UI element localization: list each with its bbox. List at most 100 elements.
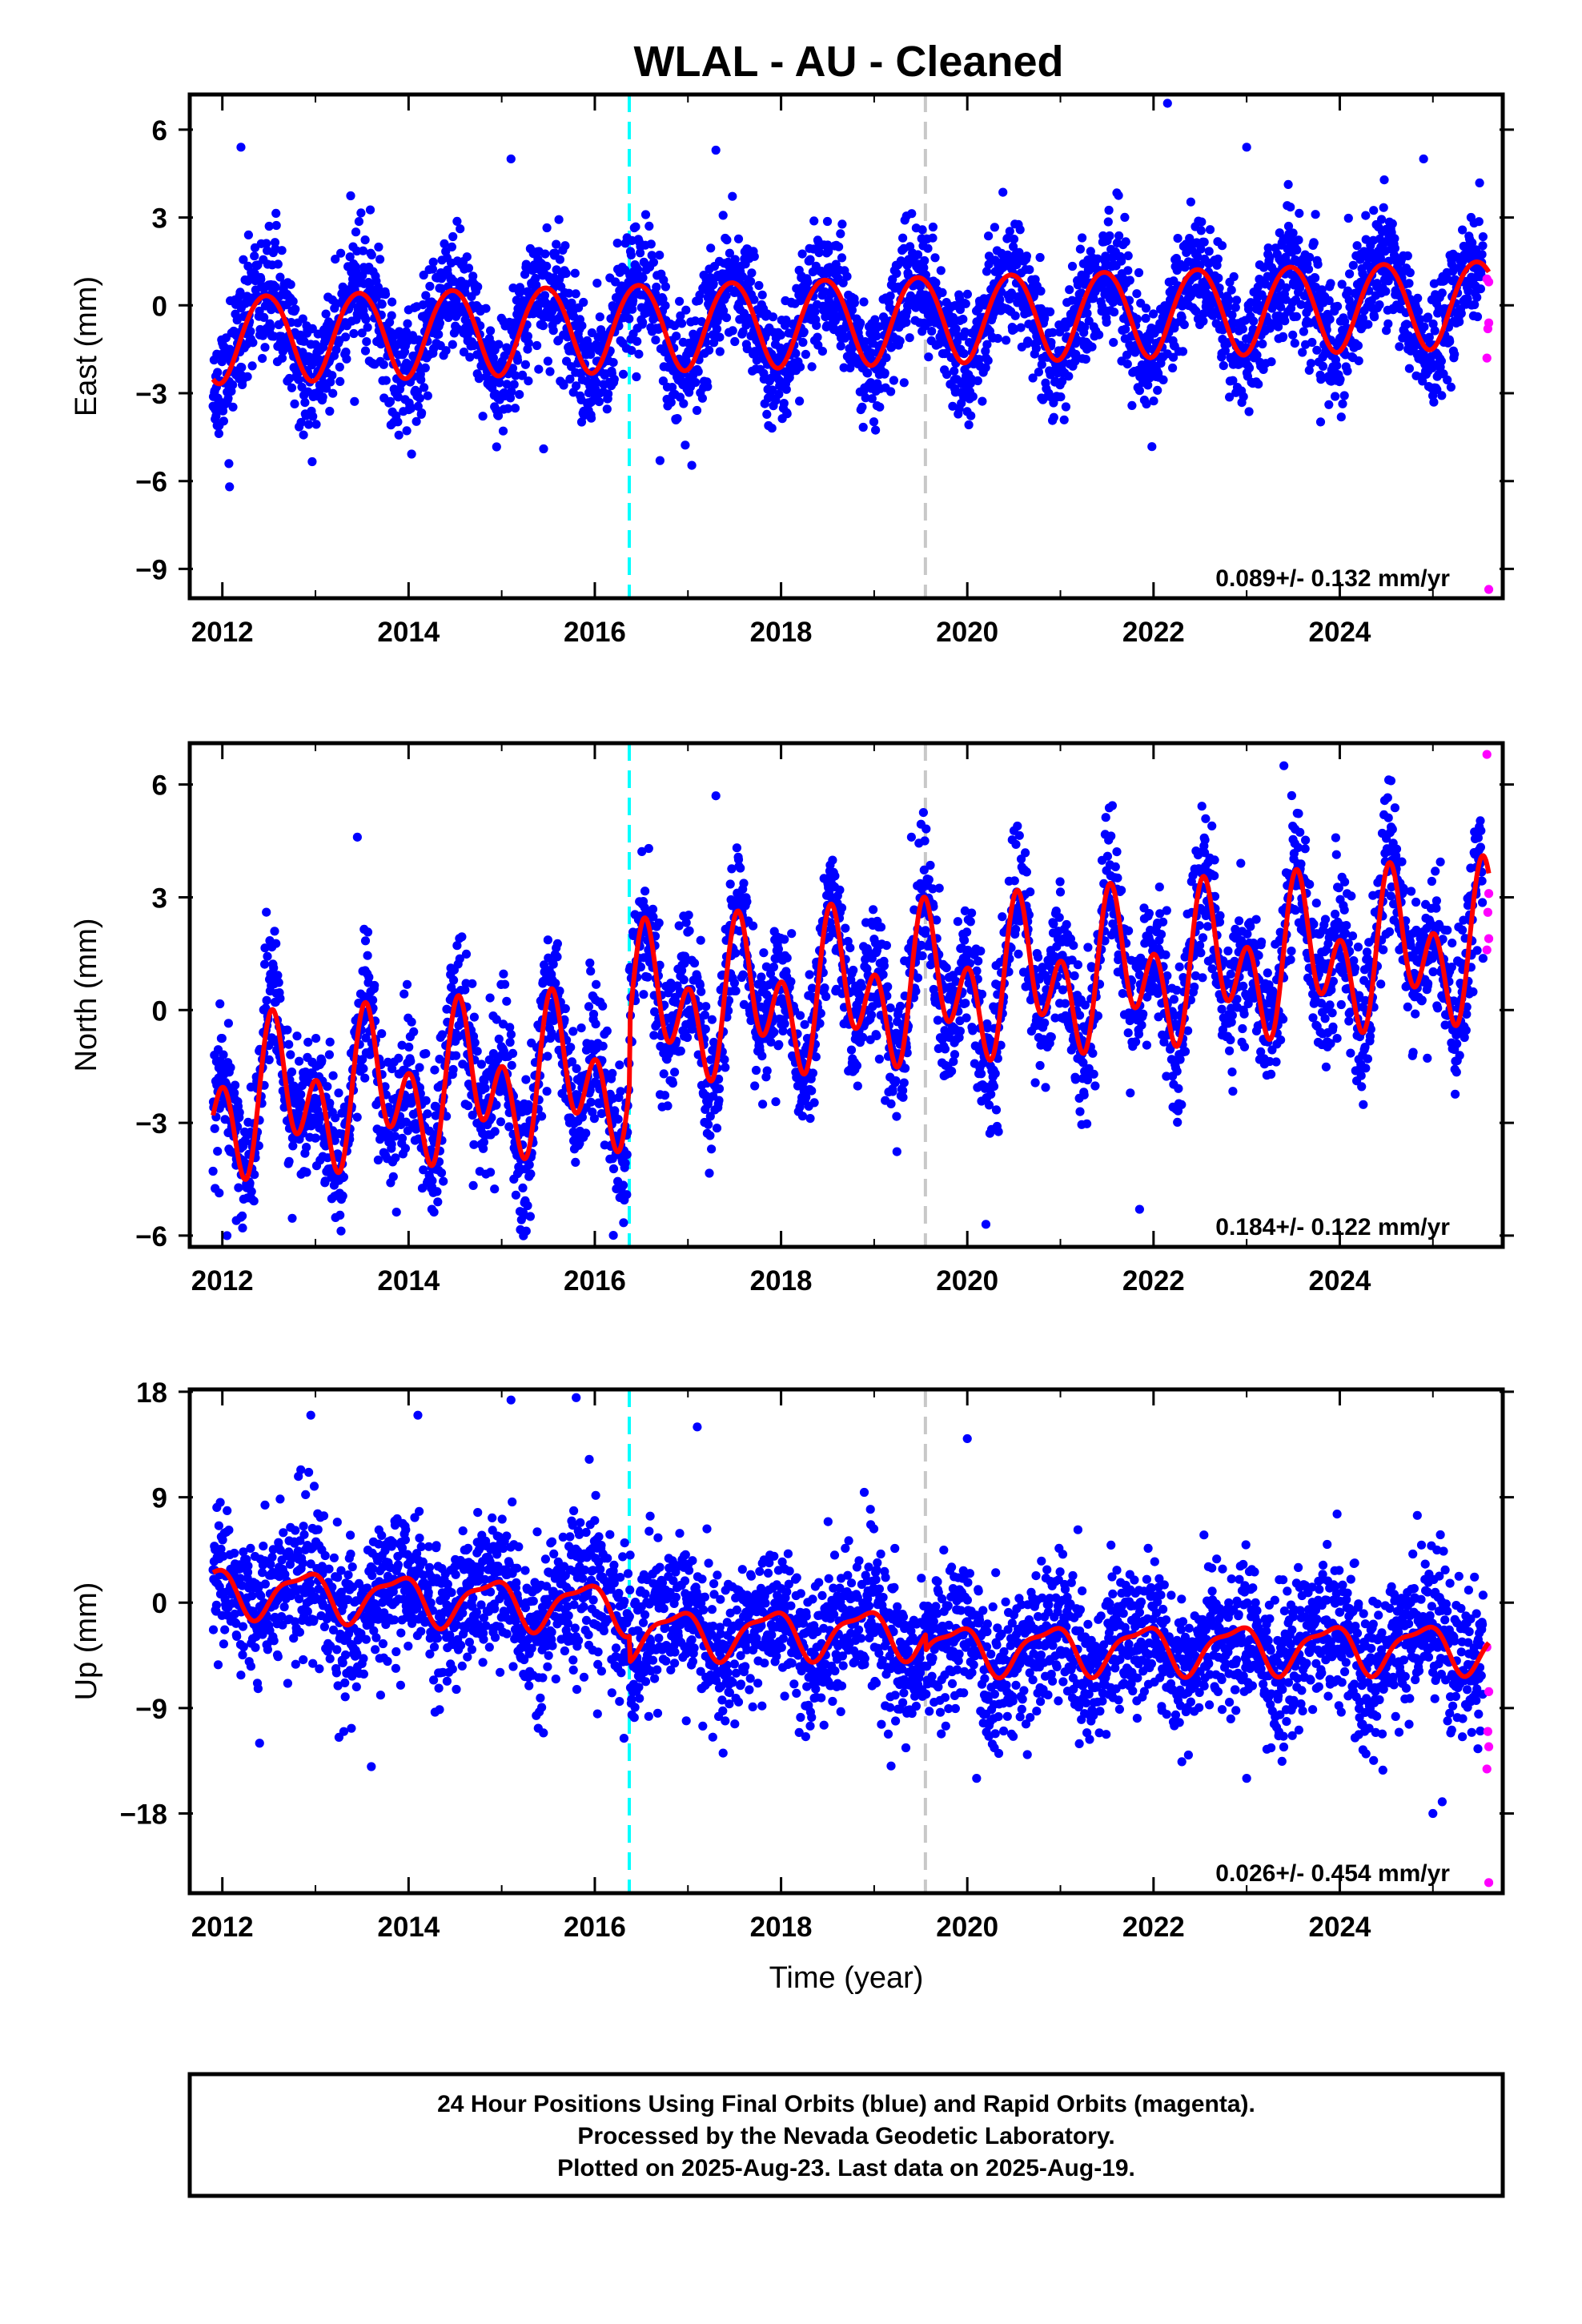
final-orbit-point (958, 315, 968, 324)
final-orbit-point (776, 330, 786, 340)
final-orbit-point (1294, 235, 1303, 245)
final-orbit-point (469, 1012, 480, 1022)
final-orbit-point (342, 354, 351, 364)
final-orbit-point (334, 1088, 343, 1098)
final-orbit-point (358, 271, 367, 280)
final-orbit-point (1436, 356, 1446, 366)
final-orbit-point (707, 1015, 717, 1024)
final-orbit-point (331, 345, 341, 355)
final-orbit-point (1352, 241, 1362, 251)
final-orbit-point (1403, 251, 1412, 261)
final-orbit-point (423, 391, 432, 400)
final-orbit-point (428, 257, 438, 267)
final-orbit-point (581, 1128, 591, 1138)
final-orbit-point (983, 356, 993, 365)
final-orbit-point (869, 417, 879, 427)
final-orbit-point (729, 978, 740, 988)
final-orbit-point (409, 1027, 419, 1036)
final-orbit-point (1228, 376, 1238, 385)
final-orbit-point (1405, 267, 1415, 278)
final-orbit-point (931, 278, 941, 287)
final-orbit-point (325, 1098, 335, 1108)
final-orbit-point (298, 314, 307, 324)
final-orbit-point (959, 349, 969, 359)
final-orbit-point (1179, 320, 1189, 329)
final-orbit-point (768, 385, 777, 395)
final-orbit-point (791, 348, 801, 358)
final-orbit-point (1390, 243, 1399, 253)
final-orbit-point (622, 1190, 632, 1200)
final-orbit-point (393, 417, 403, 427)
final-orbit-point (275, 994, 285, 1003)
final-orbit-point (961, 299, 970, 308)
final-orbit-point (486, 326, 496, 336)
final-orbit-point (432, 1187, 442, 1196)
final-orbit-point (442, 1112, 452, 1121)
final-orbit-point (317, 1055, 327, 1066)
final-orbit-point (714, 1096, 724, 1105)
final-orbit-point (738, 970, 748, 979)
final-orbit-point (768, 312, 778, 322)
final-orbit-point (1134, 267, 1144, 278)
final-orbit-point (749, 295, 759, 304)
final-orbit-point (226, 1063, 235, 1072)
final-orbit-point (1263, 243, 1273, 253)
final-orbit-point (515, 283, 525, 292)
final-orbit-point (1326, 279, 1335, 288)
final-orbit-point (304, 420, 314, 429)
final-orbit-point (636, 248, 645, 258)
final-orbit-point (1395, 342, 1404, 352)
final-orbit-point (1283, 221, 1294, 231)
final-orbit-point (502, 996, 512, 1006)
final-orbit-point (499, 969, 508, 979)
final-orbit-point (701, 1024, 710, 1034)
final-orbit-point (413, 401, 423, 411)
final-orbit-point (915, 282, 926, 292)
final-orbit-point (1332, 361, 1342, 371)
final-orbit-point (307, 456, 317, 467)
final-orbit-point (1474, 217, 1484, 227)
final-orbit-point (570, 268, 580, 278)
final-orbit-point (258, 331, 267, 340)
final-orbit-point (225, 482, 235, 492)
final-orbit-point (476, 1059, 487, 1069)
final-orbit-point (1036, 286, 1046, 296)
final-orbit-point (859, 297, 869, 307)
final-orbit-point (1428, 319, 1438, 329)
final-orbit-point (728, 191, 737, 201)
final-orbit-point (721, 291, 731, 300)
final-orbit-point (481, 304, 491, 313)
final-orbit-point (779, 399, 789, 408)
final-orbit-point (328, 1071, 338, 1080)
final-orbit-point (288, 1141, 298, 1151)
final-orbit-point (1012, 259, 1022, 270)
final-orbit-point (1472, 312, 1483, 322)
final-orbit-point (435, 318, 445, 328)
final-orbit-point (339, 1172, 348, 1182)
final-orbit-point (270, 927, 279, 936)
model-fit-curve (211, 259, 1492, 387)
final-orbit-point (1313, 259, 1323, 269)
final-orbit-point (981, 363, 990, 372)
final-orbit-point (370, 980, 379, 991)
final-orbit-point (508, 1048, 518, 1058)
final-orbit-point (993, 334, 1002, 344)
final-orbit-point (898, 233, 908, 243)
final-orbit-point (1343, 213, 1353, 223)
final-orbit-point (1101, 251, 1110, 261)
final-orbit-point (966, 411, 976, 420)
final-orbit-point (572, 1063, 581, 1073)
final-orbit-point (1031, 344, 1041, 353)
final-orbit-point (1002, 234, 1012, 243)
final-orbit-point (1324, 296, 1334, 305)
final-orbit-point (812, 320, 821, 330)
final-orbit-point (397, 1040, 407, 1050)
final-orbit-point (387, 311, 396, 320)
final-orbit-point (381, 376, 391, 385)
final-orbit-point (1375, 300, 1384, 310)
final-orbit-point (532, 340, 542, 351)
final-orbit-point (363, 323, 372, 332)
final-orbit-point (417, 408, 427, 418)
final-orbit-point (286, 279, 295, 289)
final-orbit-point (262, 907, 271, 917)
